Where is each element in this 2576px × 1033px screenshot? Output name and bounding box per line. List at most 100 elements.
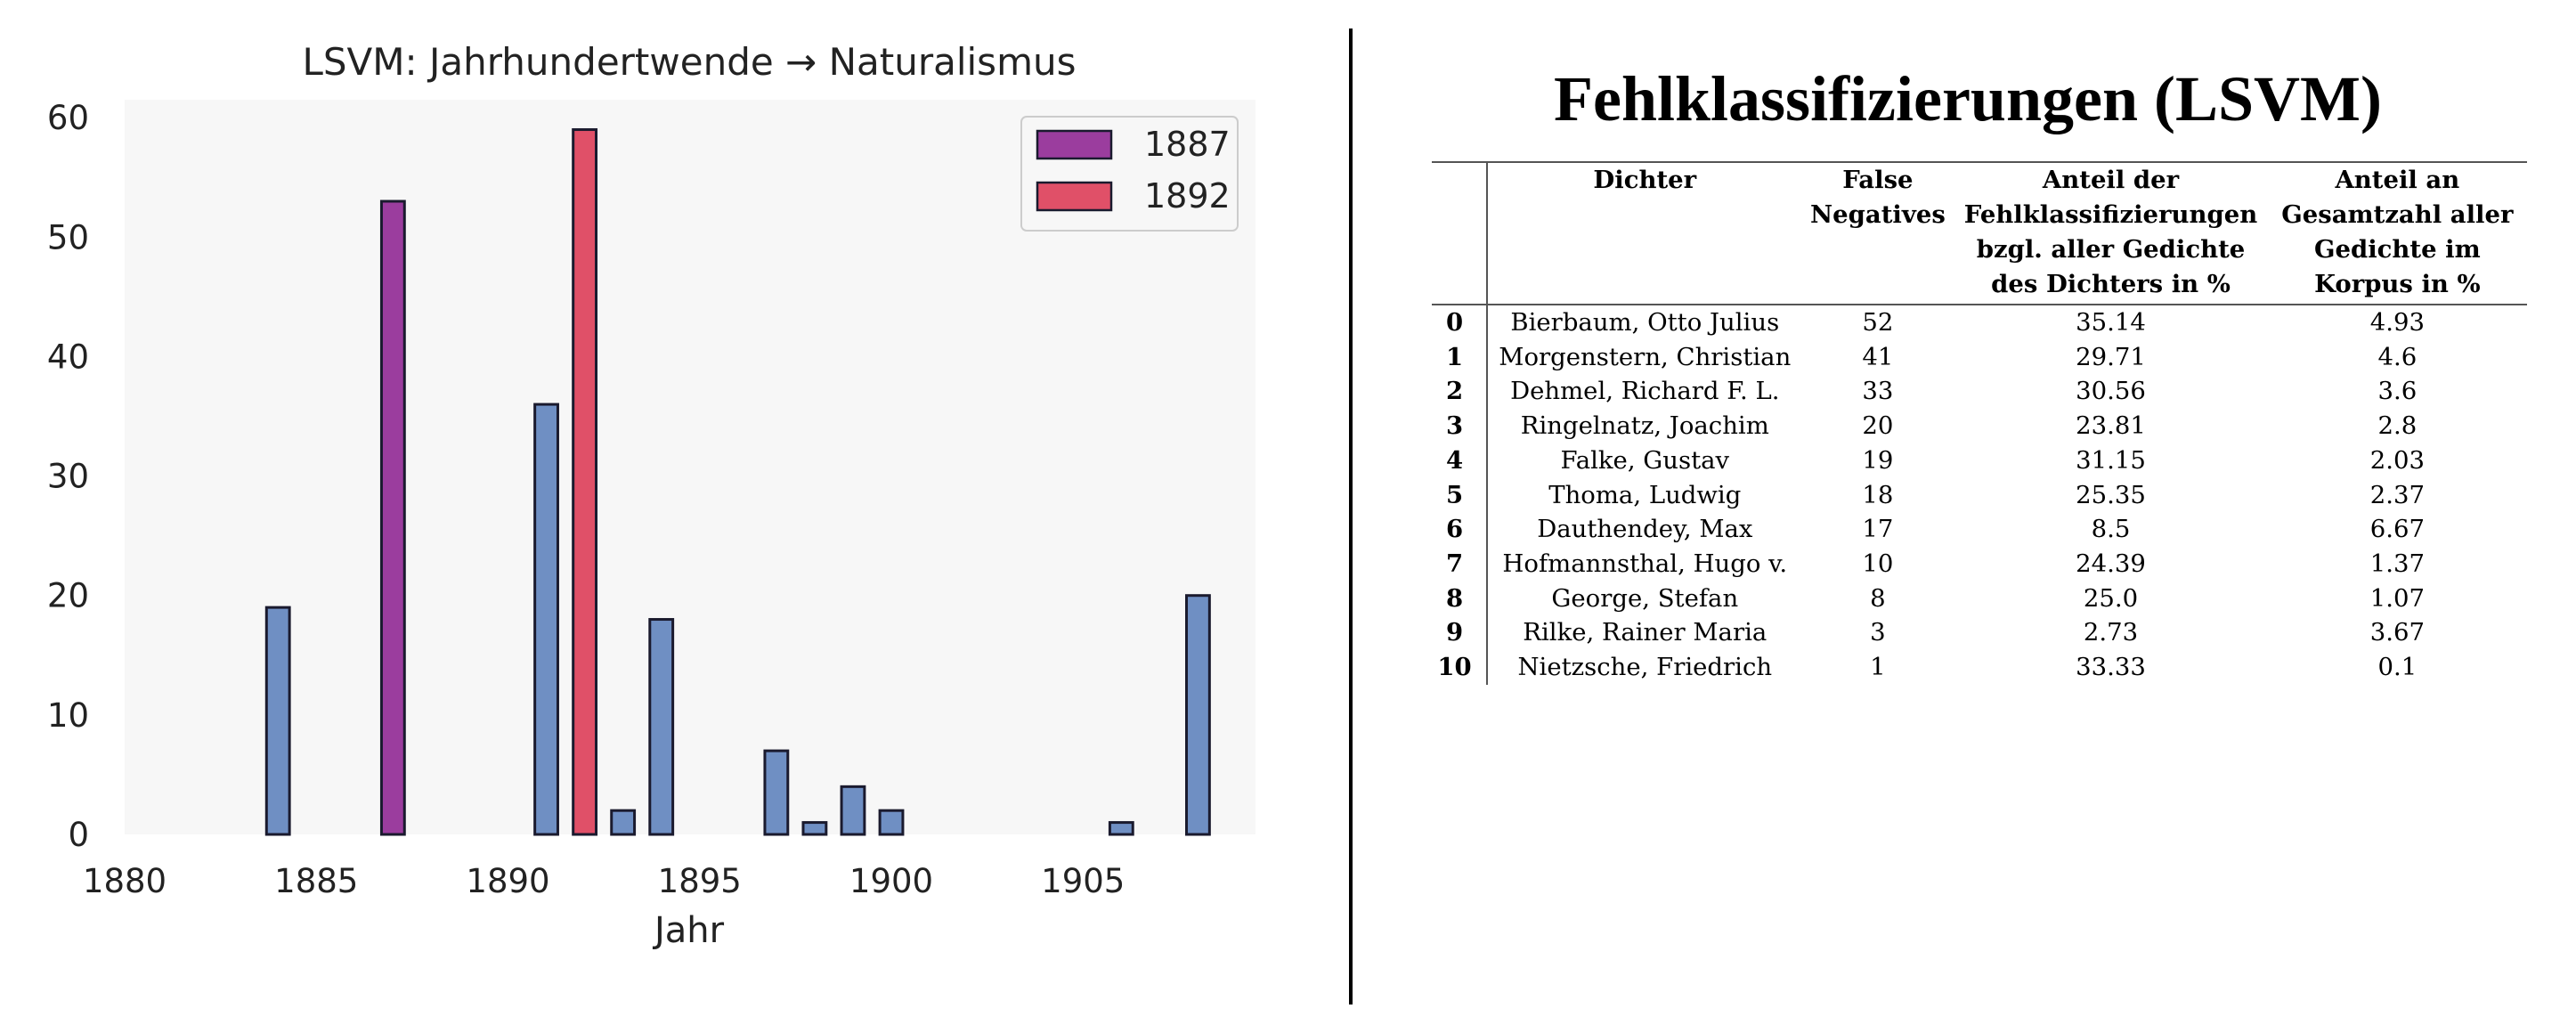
anteil-gesamt-cell: 3.6 — [2377, 377, 2418, 406]
row-index: 9 — [1432, 615, 1489, 651]
bar-1908 — [1185, 594, 1211, 836]
anteil-gesamt-cell: 4.93 — [2369, 308, 2425, 337]
bar-1892 — [572, 128, 598, 836]
table-row: 1 Morgenstern, Christian 41 29.71 4.6 — [1432, 339, 2527, 375]
row-index: 3 — [1432, 409, 1489, 443]
bars-group — [264, 128, 1211, 836]
bar-1898 — [801, 821, 828, 836]
y-tick-label: 40 — [47, 338, 89, 376]
false-negatives-cell: 33 — [1862, 377, 1894, 406]
x-tick-label: 1905 — [1041, 862, 1125, 900]
anteil-gesamt-cell: 1.37 — [2369, 549, 2425, 578]
x-tick-label: 1900 — [849, 862, 933, 900]
dichter-cell: Dehmel, Richard F. L. — [1510, 377, 1780, 406]
panel-divider — [1349, 28, 1353, 1005]
dichter-cell: Hofmannsthal, Hugo v. — [1502, 549, 1788, 578]
table-row: 3 Ringelnatz, Joachim 20 23.81 2.8 — [1432, 409, 2527, 443]
row-index: 0 — [1432, 305, 1489, 340]
table-body: 0 Bierbaum, Otto Julius 52 35.14 4.93 1 Morgen… — [1432, 305, 2527, 685]
anteil-fehlklass-cell: 25.0 — [2083, 583, 2139, 613]
table-row: 10 Nietzsche, Friedrich 1 33.33 0.1 — [1432, 650, 2527, 685]
false-negatives-cell: 41 — [1862, 342, 1894, 371]
anteil-fehlklass-cell: 25.35 — [2076, 480, 2146, 509]
anteil-gesamt-cell: 2.37 — [2369, 480, 2425, 509]
legend-label-1892: 1892 — [1144, 176, 1231, 216]
row-index: 6 — [1432, 512, 1489, 547]
false-negatives-cell: 1 — [1870, 653, 1886, 682]
table-header-row: Dichter False Negatives Anteil der Fehlk… — [1432, 161, 2527, 305]
legend-swatch-1892 — [1036, 181, 1113, 212]
anteil-fehlklass-cell: 2.73 — [2083, 618, 2139, 647]
x-axis-label: Jahr — [652, 910, 725, 951]
x-tick-label: 1895 — [658, 862, 742, 900]
row-index: 1 — [1432, 339, 1489, 375]
anteil-fehlklass-cell: 33.33 — [2076, 653, 2146, 682]
bar-1900 — [878, 809, 905, 836]
false-negatives-cell: 10 — [1862, 549, 1894, 578]
header-anteil-gesamtzahl: Anteil an Gesamtzahl aller Gedichte im K… — [2267, 161, 2527, 305]
row-index: 7 — [1432, 546, 1489, 582]
dichter-cell: Bierbaum, Otto Julius — [1510, 308, 1780, 337]
anteil-gesamt-cell: 3.67 — [2369, 618, 2425, 647]
chart-title: LSVM: Jahrhundertwende → Naturalismus — [303, 40, 1077, 84]
anteil-gesamt-cell: 0.1 — [2377, 653, 2418, 682]
bar-1893 — [610, 809, 637, 836]
dichter-cell: Morgenstern, Christian — [1499, 342, 1792, 371]
table-row: 4 Falke, Gustav 19 31.15 2.03 — [1432, 443, 2527, 478]
anteil-gesamt-cell: 2.8 — [2377, 411, 2418, 441]
table-row: 5 Thoma, Ludwig 18 25.35 2.37 — [1432, 477, 2527, 513]
anteil-gesamt-cell: 1.07 — [2369, 583, 2425, 613]
bar-1894 — [648, 618, 675, 836]
y-tick-label: 0 — [68, 816, 89, 854]
table-row: 2 Dehmel, Richard F. L. 33 30.56 3.6 — [1432, 374, 2527, 410]
x-tick-label: 1890 — [466, 862, 549, 900]
bar-1887 — [379, 199, 406, 836]
y-tick-label: 50 — [47, 218, 89, 256]
misclassification-table: Dichter False Negatives Anteil der Fehlk… — [1432, 161, 2527, 685]
anteil-fehlklass-cell: 30.56 — [2076, 377, 2146, 406]
bar-chart: LSVM: Jahrhundertwende → Naturalismus 0 1… — [46, 40, 1239, 951]
table-title: Fehlklassifizierungen (LSVM) — [1554, 63, 2382, 134]
anteil-fehlklass-cell: 23.81 — [2076, 411, 2146, 441]
legend: 1887 1892 — [1020, 116, 1239, 232]
dichter-cell: Dauthendey, Max — [1537, 515, 1753, 544]
false-negatives-cell: 3 — [1870, 618, 1886, 647]
dichter-cell: Falke, Gustav — [1560, 445, 1730, 475]
anteil-fehlklass-cell: 8.5 — [2091, 515, 2131, 544]
header-dichter: Dichter — [1487, 161, 1802, 305]
y-tick-label: 10 — [47, 696, 89, 735]
table-row: 6 Dauthendey, Max 17 8.5 6.67 — [1432, 512, 2527, 547]
anteil-gesamt-cell: 6.67 — [2369, 515, 2425, 544]
dichter-cell: Rilke, Rainer Maria — [1523, 618, 1767, 647]
bar-1891 — [533, 403, 559, 836]
table-row: 8 George, Stefan 8 25.0 1.07 — [1432, 581, 2527, 616]
anteil-fehlklass-cell: 29.71 — [2076, 342, 2146, 371]
y-tick-label: 20 — [47, 577, 89, 615]
dichter-cell: George, Stefan — [1551, 583, 1739, 613]
bar-1884 — [264, 606, 291, 836]
anteil-gesamt-cell: 4.6 — [2377, 342, 2418, 371]
dichter-cell: Thoma, Ludwig — [1548, 480, 1742, 509]
header-index — [1432, 161, 1489, 305]
false-negatives-cell: 18 — [1862, 480, 1894, 509]
dichter-cell: Ringelnatz, Joachim — [1520, 411, 1769, 441]
x-ticks: 1880 1885 1890 1895 1900 1905 — [83, 862, 1125, 900]
y-tick-label: 60 — [47, 99, 89, 137]
chart-panel: LSVM: Jahrhundertwende → Naturalismus 0 1… — [46, 40, 1239, 951]
row-index: 5 — [1432, 477, 1489, 513]
bar-1906 — [1108, 821, 1134, 836]
bar-1897 — [763, 749, 790, 836]
table-row: 9 Rilke, Rainer Maria 3 2.73 3.67 — [1432, 615, 2527, 651]
row-index: 8 — [1432, 581, 1489, 616]
x-tick-label: 1880 — [83, 862, 167, 900]
false-negatives-cell: 20 — [1862, 411, 1894, 441]
legend-swatch-1887 — [1036, 129, 1113, 160]
false-negatives-cell: 52 — [1862, 308, 1894, 337]
bar-1899 — [840, 785, 866, 836]
false-negatives-cell: 8 — [1870, 583, 1886, 613]
anteil-fehlklass-cell: 31.15 — [2076, 445, 2146, 475]
table-panel: Fehlklassifizierungen (LSVM) Dichter Fal… — [1389, 0, 2547, 1033]
anteil-fehlklass-cell: 24.39 — [2076, 549, 2146, 578]
table-row: 0 Bierbaum, Otto Julius 52 35.14 4.93 — [1432, 305, 2527, 340]
y-tick-label: 30 — [47, 458, 89, 496]
